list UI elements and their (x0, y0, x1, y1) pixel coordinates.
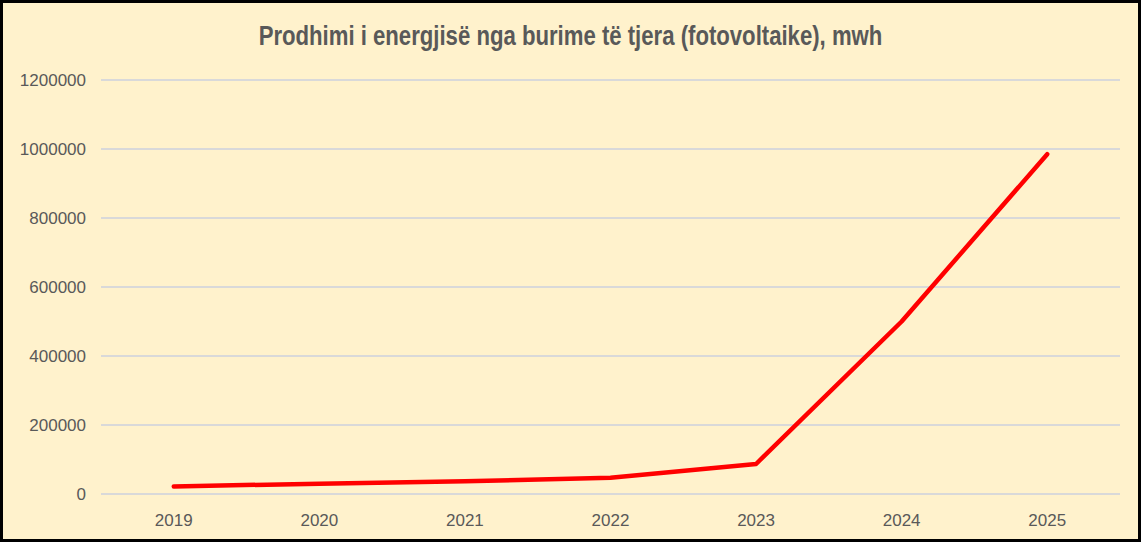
y-axis-tick-label: 1000000 (20, 140, 86, 159)
y-axis-tick-label: 400000 (29, 347, 86, 366)
y-axis-tick-label: 200000 (29, 416, 86, 435)
series-line-prodhimi-fotovoltaike-mwh (174, 154, 1047, 486)
x-axis-tick-label: 2025 (1028, 511, 1066, 530)
x-axis-tick-label: 2022 (592, 511, 630, 530)
y-axis-tick-label: 0 (77, 485, 86, 504)
x-axis-tick-label: 2023 (737, 511, 775, 530)
chart-window: Prodhimi i energjisë nga burime të tjera… (0, 0, 1141, 542)
y-axis-tick-label: 1200000 (20, 71, 86, 90)
y-axis-tick-label: 800000 (29, 209, 86, 228)
x-axis-tick-label: 2020 (300, 511, 338, 530)
x-axis-tick-label: 2019 (155, 511, 193, 530)
line-chart-plot-area: 0 200000 400000 600000 800000 1000000 1200000 2… (3, 3, 1141, 542)
x-axis-tick-label: 2024 (883, 511, 921, 530)
x-axis-tick-label: 2021 (446, 511, 484, 530)
y-axis-tick-label: 600000 (29, 278, 86, 297)
